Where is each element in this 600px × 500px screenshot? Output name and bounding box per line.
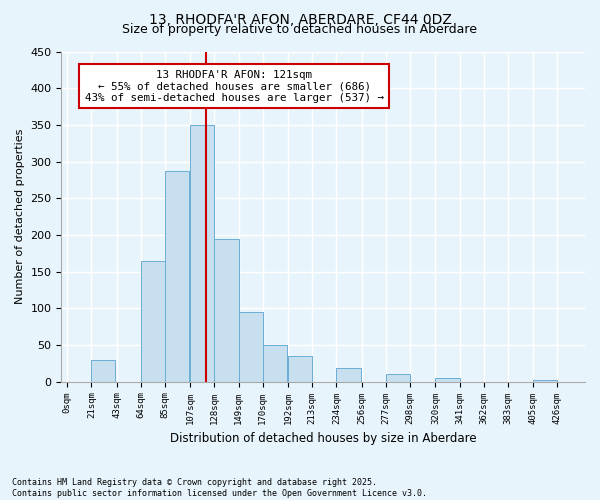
Bar <box>533 380 557 382</box>
Bar <box>141 260 165 382</box>
Bar <box>190 125 214 382</box>
Bar <box>263 345 287 382</box>
Bar <box>386 374 410 382</box>
Text: 13 RHODFA'R AFON: 121sqm
← 55% of detached houses are smaller (686)
43% of semi-: 13 RHODFA'R AFON: 121sqm ← 55% of detach… <box>85 70 383 103</box>
Bar <box>239 312 263 382</box>
Text: 13, RHODFA'R AFON, ABERDARE, CF44 0DZ: 13, RHODFA'R AFON, ABERDARE, CF44 0DZ <box>149 12 451 26</box>
Bar <box>214 238 239 382</box>
Bar <box>91 360 115 382</box>
Text: Contains HM Land Registry data © Crown copyright and database right 2025.
Contai: Contains HM Land Registry data © Crown c… <box>12 478 427 498</box>
Bar <box>337 368 361 382</box>
Bar <box>436 378 460 382</box>
Bar <box>288 356 312 382</box>
X-axis label: Distribution of detached houses by size in Aberdare: Distribution of detached houses by size … <box>170 432 476 445</box>
Bar <box>165 171 189 382</box>
Y-axis label: Number of detached properties: Number of detached properties <box>15 129 25 304</box>
Text: Size of property relative to detached houses in Aberdare: Size of property relative to detached ho… <box>122 22 478 36</box>
